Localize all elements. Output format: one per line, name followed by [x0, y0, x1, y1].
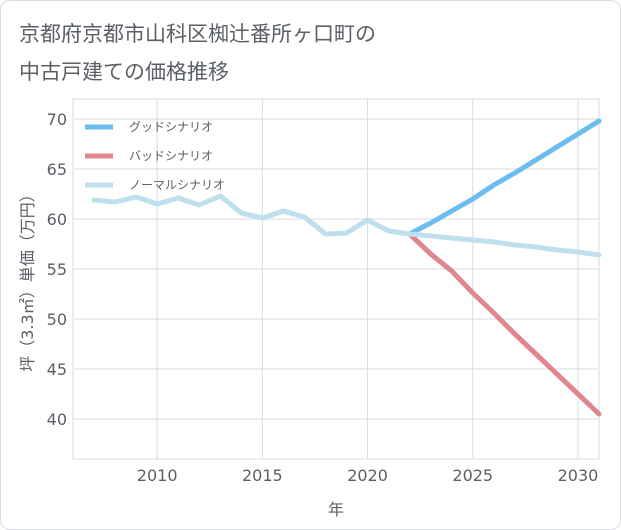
y-tick-label: 65 — [47, 160, 67, 179]
x-tick-label: 2020 — [347, 466, 388, 485]
x-tick-label: 2010 — [137, 466, 178, 485]
grid-lines — [72, 98, 600, 460]
x-tick-label: 2015 — [242, 466, 283, 485]
y-tick-label: 55 — [47, 260, 67, 279]
series-lines — [91, 118, 602, 417]
y-axis-label: 坪（3.3㎡）単価（万円） — [18, 186, 37, 371]
y-tick-label: 60 — [47, 210, 67, 229]
chart-title-line-2: 中古戸建ての価格推移 — [19, 60, 229, 84]
y-tick-label: 50 — [47, 310, 67, 329]
x-tick-label: 2025 — [452, 466, 493, 485]
legend-label-1: グッドシナリオ — [129, 120, 213, 134]
plot-area-border — [72, 98, 600, 460]
tick-labels: 2010 2015 2020 2025 2030 40 45 50 55 60 65 70 — [47, 110, 599, 485]
y-tick-label: 45 — [47, 360, 67, 379]
series-line-3 — [91, 193, 602, 258]
legend-label-3: ノーマルシナリオ — [129, 178, 225, 192]
x-tick-label: 2030 — [558, 466, 599, 485]
chart-title-line-1: 京都府京都市山科区椥辻番所ヶ口町の — [19, 22, 376, 46]
chart-title: 京都府京都市山科区椥辻番所ヶ口町の 中古戸建ての価格推移 — [19, 15, 579, 91]
legend-label-2: バッドシナリオ — [129, 149, 213, 163]
y-tick-label: 70 — [47, 110, 67, 129]
x-axis-label: 年 — [328, 500, 344, 519]
y-tick-label: 40 — [47, 410, 67, 429]
series-line-2 — [407, 231, 602, 417]
series-line-1 — [407, 118, 602, 237]
